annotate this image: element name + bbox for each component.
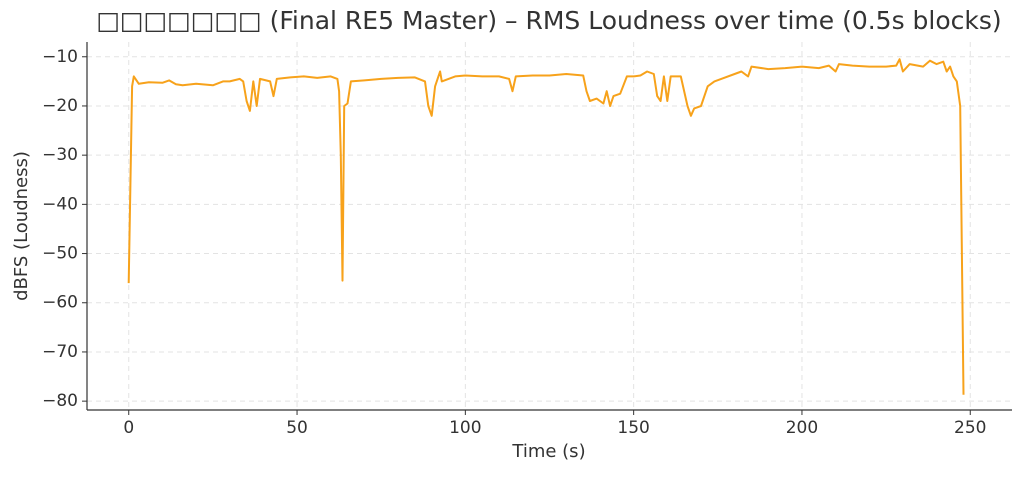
y-tick-label: −60 (42, 293, 78, 313)
y-tick-label: −50 (42, 244, 78, 264)
x-tick-label: 0 (123, 418, 134, 438)
x-tick-label: 100 (449, 418, 481, 438)
y-tick-label: −20 (42, 96, 78, 116)
x-tick-label: 200 (786, 418, 818, 438)
y-tick-label: −70 (42, 342, 78, 362)
data-line (127, 58, 965, 395)
x-axis-label: Time (s) (511, 441, 585, 462)
x-tick-label: 150 (617, 418, 649, 438)
y-tick-label: −10 (42, 47, 78, 67)
y-tick-label: −40 (42, 194, 78, 214)
chart-title: □□□□□□□ (Final RE5 Master) – RMS Loudnes… (96, 6, 1001, 35)
y-tick-label: −80 (42, 391, 78, 411)
x-tick-label: 50 (286, 418, 308, 438)
y-tick-label: −30 (42, 145, 78, 165)
y-axis-label: dBFS (Loudness) (11, 151, 32, 301)
x-tick-label: 250 (954, 418, 986, 438)
